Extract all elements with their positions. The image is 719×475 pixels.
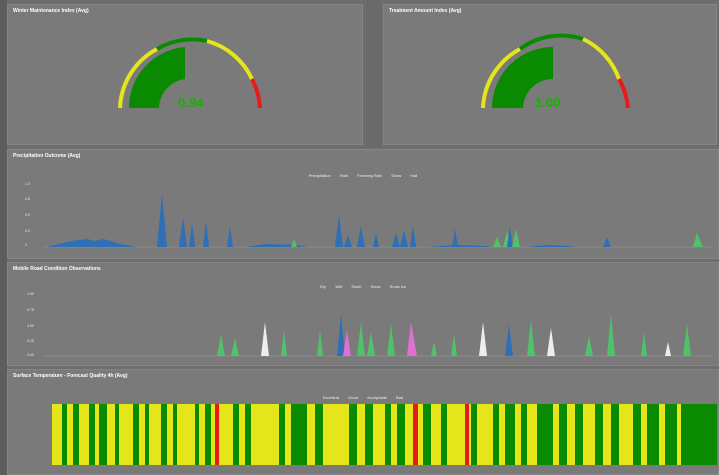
legend-item[interactable]: Rain: [339, 173, 349, 178]
y-tick: 0: [25, 243, 27, 247]
surface-temperature-title: Surface Temperature - Forecast Quality 4…: [13, 373, 128, 379]
y-tick: 0.5: [25, 213, 30, 217]
treatment-gauge-fill: [492, 47, 553, 108]
treatment-gauge: [481, 33, 630, 109]
legend-item[interactable]: Precipitation: [308, 173, 331, 178]
mobile-road-legend: Dry Wet Slush Snow Snow Ice: [7, 284, 719, 289]
y-tick: 0.50: [27, 324, 34, 328]
legend-item[interactable]: Snow Ice: [389, 284, 407, 289]
winter-gauge: [118, 37, 262, 109]
y-tick: 0.3: [25, 229, 30, 233]
legend-item[interactable]: Freezing Rain: [357, 173, 383, 178]
legend-item[interactable]: Hail: [410, 173, 418, 178]
mobile-road-title: Mobile Road Condition Observations: [13, 266, 101, 272]
legend-item[interactable]: Dry: [319, 284, 327, 289]
surface-temperature-panel: Surface Temperature - Forecast Quality 4…: [7, 369, 719, 475]
legend-item[interactable]: Wet: [335, 284, 343, 289]
y-tick: 0.25: [27, 339, 34, 343]
panel-gutter: [366, 0, 381, 147]
legend-item[interactable]: Good: [348, 395, 358, 400]
treatment-amount-title: Treatment Amount Index (Avg): [389, 8, 462, 14]
legend-item[interactable]: Snow: [391, 173, 402, 178]
y-tick: 1.00: [27, 292, 34, 296]
surface-temperature-legend: Excellent Good Acceptable Bad: [7, 395, 719, 400]
treatment-gauge-value: 1.00: [535, 95, 561, 110]
y-tick: 0.75: [27, 308, 34, 312]
treatment-amount-panel: Treatment Amount Index (Avg) 1.00: [383, 4, 717, 145]
winter-maintenance-panel: Winter Maintenance Index (Avg) 0.94: [7, 4, 363, 145]
forecast-quality-chart: [52, 404, 717, 465]
y-tick: 0.8: [25, 197, 30, 201]
mobile-road-panel: Mobile Road Condition Observations Dry W…: [7, 262, 719, 366]
precipitation-panel: Precipitation Outcome (Avg) Precipitatio…: [7, 149, 719, 259]
precipitation-legend: Precipitation Rain Freezing Rain Snow Ha…: [7, 173, 719, 178]
legend-item[interactable]: Excellent: [322, 395, 340, 400]
legend-item[interactable]: Slush: [351, 284, 362, 289]
precipitation-chart: [43, 194, 713, 248]
left-sidebar-strip: [0, 0, 7, 475]
winter-gauge-fill: [128, 47, 185, 108]
precipitation-title: Precipitation Outcome (Avg): [13, 153, 81, 159]
mobile-road-chart: [43, 314, 713, 357]
y-tick: 1.0: [25, 182, 30, 186]
y-tick: 0.00: [27, 353, 34, 357]
legend-item[interactable]: Acceptable: [367, 395, 387, 400]
legend-item[interactable]: Snow: [370, 284, 381, 289]
winter-gauge-value: 0.94: [178, 95, 204, 110]
winter-maintenance-title: Winter Maintenance Index (Avg): [13, 8, 89, 14]
legend-item[interactable]: Bad: [396, 395, 404, 400]
